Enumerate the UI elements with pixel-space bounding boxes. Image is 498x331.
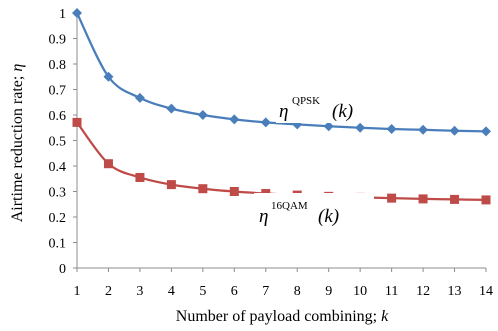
y-tick-label: 1 [59, 7, 66, 22]
x-tick-label: 13 [448, 284, 462, 299]
diamond-marker [481, 126, 491, 137]
diamond-marker [166, 103, 177, 114]
y-tick-label: 0 [59, 262, 66, 277]
x-tick-label: 6 [231, 284, 238, 299]
x-tick-label: 5 [199, 284, 206, 299]
annotation-16qam: η 16QAM (k) [254, 193, 374, 227]
tick-marks [73, 12, 487, 272]
square-marker [418, 194, 428, 204]
y-tick-label: 0.9 [49, 33, 67, 48]
square-marker [166, 180, 176, 190]
svg-text:(k): (k) [318, 206, 339, 227]
svg-text:(k): (k) [332, 101, 353, 122]
y-tick-label: 0.3 [49, 186, 67, 201]
x-tick-label: 12 [416, 284, 430, 299]
svg-text:QPSK: QPSK [292, 95, 320, 107]
square-marker [103, 159, 113, 169]
x-tick-label: 4 [168, 284, 175, 299]
x-tick-label: 14 [479, 284, 493, 299]
square-marker [229, 187, 239, 196]
x-tick-label: 9 [325, 284, 332, 299]
square-marker [481, 195, 491, 205]
square-marker [387, 193, 397, 203]
y-tick-label: 0.2 [49, 211, 67, 226]
y-tick-label: 0.1 [49, 237, 67, 252]
x-tick-label: 3 [136, 284, 143, 299]
y-tick-labels: 0 0.1 0.2 0.3 0.4 0.5 0.6 0.7 0.8 0.9 1 [49, 7, 67, 277]
y-tick-label: 0.6 [49, 109, 67, 124]
square-marker [198, 184, 208, 194]
y-tick-label: 0.8 [49, 58, 67, 73]
y-tick-label: 0.5 [49, 135, 67, 150]
diamond-marker [134, 92, 145, 103]
svg-text:η: η [259, 206, 268, 227]
y-tick-label: 0.7 [49, 84, 67, 99]
x-tick-labels: 1 2 3 4 5 6 7 8 9 10 11 12 13 14 [74, 284, 494, 299]
diamond-marker [418, 124, 429, 135]
x-tick-label: 2 [105, 284, 112, 299]
diamond-marker [355, 122, 366, 133]
y-tick-label: 0.4 [49, 160, 67, 175]
svg-text:16QAM: 16QAM [271, 200, 308, 212]
annotation-qpsk: η QPSK (k) [276, 91, 382, 123]
diamond-marker [229, 114, 240, 125]
x-tick-label: 8 [294, 284, 301, 299]
diamond-marker [103, 71, 114, 82]
svg-text:η: η [279, 101, 288, 122]
square-marker [450, 194, 460, 204]
x-tick-label: 11 [385, 284, 398, 299]
x-tick-label: 10 [353, 284, 367, 299]
diamond-marker [197, 110, 208, 120]
x-tick-label: 7 [262, 284, 269, 299]
x-axis-label: Number of payload combining; k [176, 308, 389, 325]
x-tick-label: 1 [74, 284, 81, 299]
diamond-marker [323, 121, 334, 132]
diamond-marker [260, 117, 271, 128]
diamond-marker [386, 124, 397, 135]
square-marker [72, 117, 82, 127]
y-axis-label: Airtime reduction rate; η [9, 64, 26, 223]
series-line-1 [76, 121, 487, 202]
diamond-marker [72, 8, 82, 18]
diamond-marker [449, 125, 460, 136]
square-marker [135, 172, 145, 182]
